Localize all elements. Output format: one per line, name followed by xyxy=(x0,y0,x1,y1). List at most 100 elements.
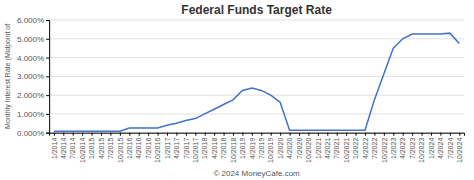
grid xyxy=(49,20,464,133)
line xyxy=(54,33,459,131)
x-tick-mark xyxy=(92,133,93,136)
x-tick: 7/2015 xyxy=(107,133,114,159)
x-tick-label: 10/2016 xyxy=(154,138,161,163)
x-tick-label: 10/2017 xyxy=(192,138,199,163)
x-tick-label: 10/2023 xyxy=(418,138,425,163)
x-tick: 7/2019 xyxy=(258,133,265,159)
x-tick: 10/2015 xyxy=(117,133,124,163)
y-tick-label: 1.000% xyxy=(17,110,44,119)
x-tick-mark xyxy=(242,133,243,136)
x-tick-label: 10/2018 xyxy=(230,138,237,163)
x-tick-label: 7/2014 xyxy=(69,138,76,160)
x-tick: 7/2022 xyxy=(371,133,378,159)
x-tick-label: 10/2020 xyxy=(305,138,312,163)
y-axis-title: Monthly Interest Rate (Midpoint of xyxy=(4,24,12,129)
x-tick-mark xyxy=(450,133,451,136)
x-tick: 7/2020 xyxy=(296,133,303,159)
x-tick-mark xyxy=(308,133,309,136)
x-tick-mark xyxy=(459,133,460,136)
y-tick-mark xyxy=(46,20,49,21)
x-tick: 4/2019 xyxy=(249,133,256,159)
y-tick-label: 4.000% xyxy=(17,54,44,63)
x-tick: 7/2014 xyxy=(69,133,76,159)
x-tick: 10/2019 xyxy=(267,133,274,163)
x-tick-mark xyxy=(158,133,159,136)
x-tick: 7/2016 xyxy=(145,133,152,159)
x-tick-mark xyxy=(365,133,366,136)
y-tick-label: 2.000% xyxy=(17,91,44,100)
x-tick: 4/2023 xyxy=(399,133,406,159)
x-tick-mark xyxy=(327,133,328,136)
x-tick-label: 10/2015 xyxy=(117,138,124,163)
x-tick-label: 7/2018 xyxy=(220,138,227,160)
x-tick-mark xyxy=(139,133,140,136)
x-axis-title: © 2024 MoneyCafe.com xyxy=(213,169,300,178)
x-tick-mark xyxy=(186,133,187,136)
x-tick-label: 7/2024 xyxy=(447,138,454,160)
y-tick: 6.000% xyxy=(17,16,49,25)
x-tick-label: 1/2018 xyxy=(201,138,208,160)
x-tick-label: 4/2023 xyxy=(399,138,406,160)
x-tick-mark xyxy=(346,133,347,136)
x-tick-label: 4/2017 xyxy=(173,138,180,160)
x-tick-label: 10/2019 xyxy=(267,138,274,163)
x-tick-label: 4/2021 xyxy=(324,138,331,160)
x-tick-label: 4/2018 xyxy=(211,138,218,160)
y-tick-mark xyxy=(46,76,49,77)
x-tick-label: 1/2015 xyxy=(88,138,95,160)
x-tick: 1/2020 xyxy=(277,133,284,159)
x-tick-label: 7/2020 xyxy=(296,138,303,160)
x-tick: 1/2024 xyxy=(428,133,435,159)
x-tick-label: 1/2019 xyxy=(239,138,246,160)
x-tick: 4/2022 xyxy=(362,133,369,159)
marks xyxy=(54,33,459,131)
plot-area: 0.000% 1.000% 2.000% 3.000% 4.000% 5.000% 6.00… xyxy=(17,16,465,163)
x-tick-label: 1/2023 xyxy=(390,138,397,160)
x-tick-mark xyxy=(393,133,394,136)
x-tick-mark xyxy=(120,133,121,136)
x-tick-label: 10/2024 xyxy=(456,138,463,163)
y-tick-label: 5.000% xyxy=(17,35,44,44)
x-tick: 1/2016 xyxy=(126,133,133,159)
y-tick-mark xyxy=(46,114,49,115)
y-tick-label: 0.000% xyxy=(17,129,44,138)
x-tick: 4/2021 xyxy=(324,133,331,159)
x-tick-label: 7/2019 xyxy=(258,138,265,160)
x-tick-mark xyxy=(63,133,64,136)
x-tick-mark xyxy=(110,133,111,136)
x-tick-label: 10/2021 xyxy=(343,138,350,163)
x-tick-mark xyxy=(148,133,149,136)
x-tick: 10/2022 xyxy=(381,133,388,163)
x-tick-label: 1/2014 xyxy=(51,138,58,160)
x-tick: 10/2023 xyxy=(418,133,425,163)
grid-line xyxy=(49,95,464,96)
x-tick-label: 1/2021 xyxy=(315,138,322,160)
x-tick-mark xyxy=(422,133,423,136)
y-tick: 1.000% xyxy=(17,110,49,119)
x-tick: 10/2018 xyxy=(230,133,237,163)
x-tick-label: 7/2022 xyxy=(371,138,378,160)
x-tick-mark xyxy=(412,133,413,136)
y-tick-label: 6.000% xyxy=(17,16,44,25)
x-tick-mark xyxy=(233,133,234,136)
x-tick-mark xyxy=(176,133,177,136)
y-tick-mark xyxy=(46,95,49,96)
x-tick-label: 4/2019 xyxy=(249,138,256,160)
x-tick-mark xyxy=(82,133,83,136)
y-tick: 3.000% xyxy=(17,72,49,81)
x-tick: 4/2014 xyxy=(60,133,67,159)
x-tick-label: 4/2024 xyxy=(437,138,444,160)
x-tick-mark xyxy=(431,133,432,136)
x-tick-mark xyxy=(101,133,102,136)
x-tick: 1/2022 xyxy=(352,133,359,159)
x-tick: 4/2015 xyxy=(98,133,105,159)
x-tick: 1/2018 xyxy=(201,133,208,159)
x-tick-label: 10/2022 xyxy=(381,138,388,163)
x-tick-label: 10/2014 xyxy=(79,138,86,163)
x-tick-mark xyxy=(205,133,206,136)
x-tick-mark xyxy=(261,133,262,136)
x-tick-mark xyxy=(384,133,385,136)
x-tick: 4/2020 xyxy=(286,133,293,159)
x-tick: 4/2018 xyxy=(211,133,218,159)
x-tick-label: 4/2022 xyxy=(362,138,369,160)
